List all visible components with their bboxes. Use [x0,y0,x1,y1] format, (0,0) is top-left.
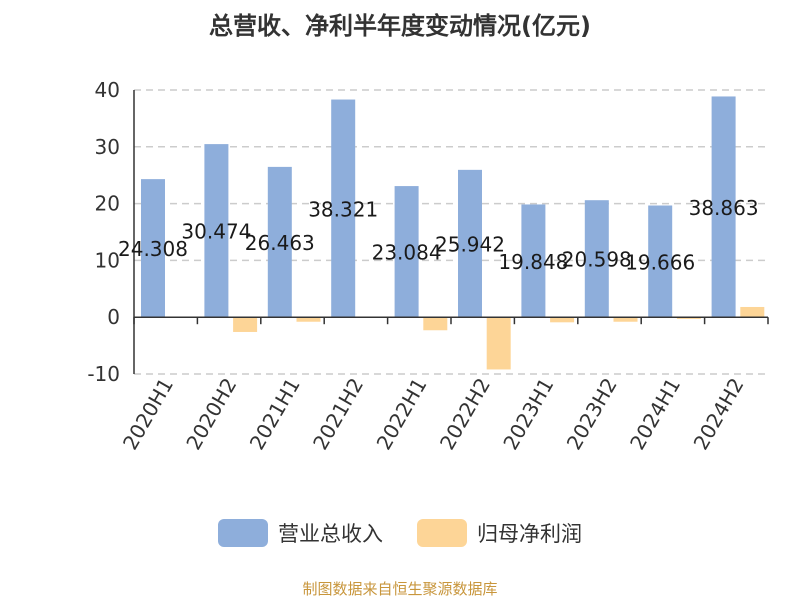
bar-net-profit [676,317,701,319]
data-label: 24.308 [118,237,188,261]
y-tick-label: 0 [107,305,120,329]
y-tick-label: 10 [95,248,120,272]
data-label: 38.863 [689,196,759,220]
x-tick-label: 2024H2 [689,374,749,454]
data-label: 25.942 [435,233,505,257]
legend: 营业总收入 归母净利润 [0,518,800,548]
bar-revenue [711,96,736,318]
data-label: 23.084 [372,241,442,265]
bar-net-profit [296,317,321,322]
source-note: 制图数据来自恒生聚源数据库 [302,580,498,598]
legend-swatch-revenue [218,519,268,547]
y-tick-label: 40 [95,78,120,102]
x-tick-label: 2023H1 [498,374,558,454]
bar-net-profit [233,317,258,332]
bar-revenue [521,204,546,318]
bar-revenue [141,179,165,318]
data-label: 26.463 [245,231,315,255]
data-label: 38.321 [308,197,378,221]
legend-item-revenue[interactable]: 营业总收入 [218,518,383,548]
data-label: 20.598 [562,248,632,272]
legend-label-revenue: 营业总收入 [278,522,383,546]
x-tick-label: 2021H1 [245,374,305,454]
data-label: 19.666 [625,250,695,274]
x-tick-label: 2020H2 [181,374,241,454]
bar-net-profit [740,306,765,318]
bar-net-profit [613,317,638,322]
y-tick-label: -10 [87,362,120,386]
bar-net-profit [423,317,448,331]
bar-revenue [458,169,482,318]
x-tick-label: 2021H2 [308,374,368,454]
x-tick-label: 2024H1 [625,374,685,454]
x-tick-label: 2022H2 [435,374,495,454]
bar-revenue [394,186,419,318]
y-tick-label: 30 [95,135,120,159]
data-label: 30.474 [181,220,251,244]
bar-revenue [204,144,229,318]
x-tick-label: 2022H1 [372,374,432,454]
bar-revenue [648,205,673,318]
data-label: 19.848 [498,250,568,274]
y-tick-label: 20 [95,192,120,216]
bar-net-profit [486,317,511,370]
bar-net-profit [550,317,575,323]
legend-item-net-profit[interactable]: 归母净利润 [417,518,582,548]
chart-title: 总营收、净利半年度变动情况(亿元) [209,12,591,40]
x-tick-label: 2020H1 [118,374,178,454]
bar-revenue [331,99,356,318]
x-tick-label: 2023H2 [562,374,622,454]
legend-label-net-profit: 归母净利润 [477,522,582,546]
bar-revenue [267,166,292,318]
bar-revenue [584,200,609,318]
legend-swatch-net-profit [417,519,467,547]
